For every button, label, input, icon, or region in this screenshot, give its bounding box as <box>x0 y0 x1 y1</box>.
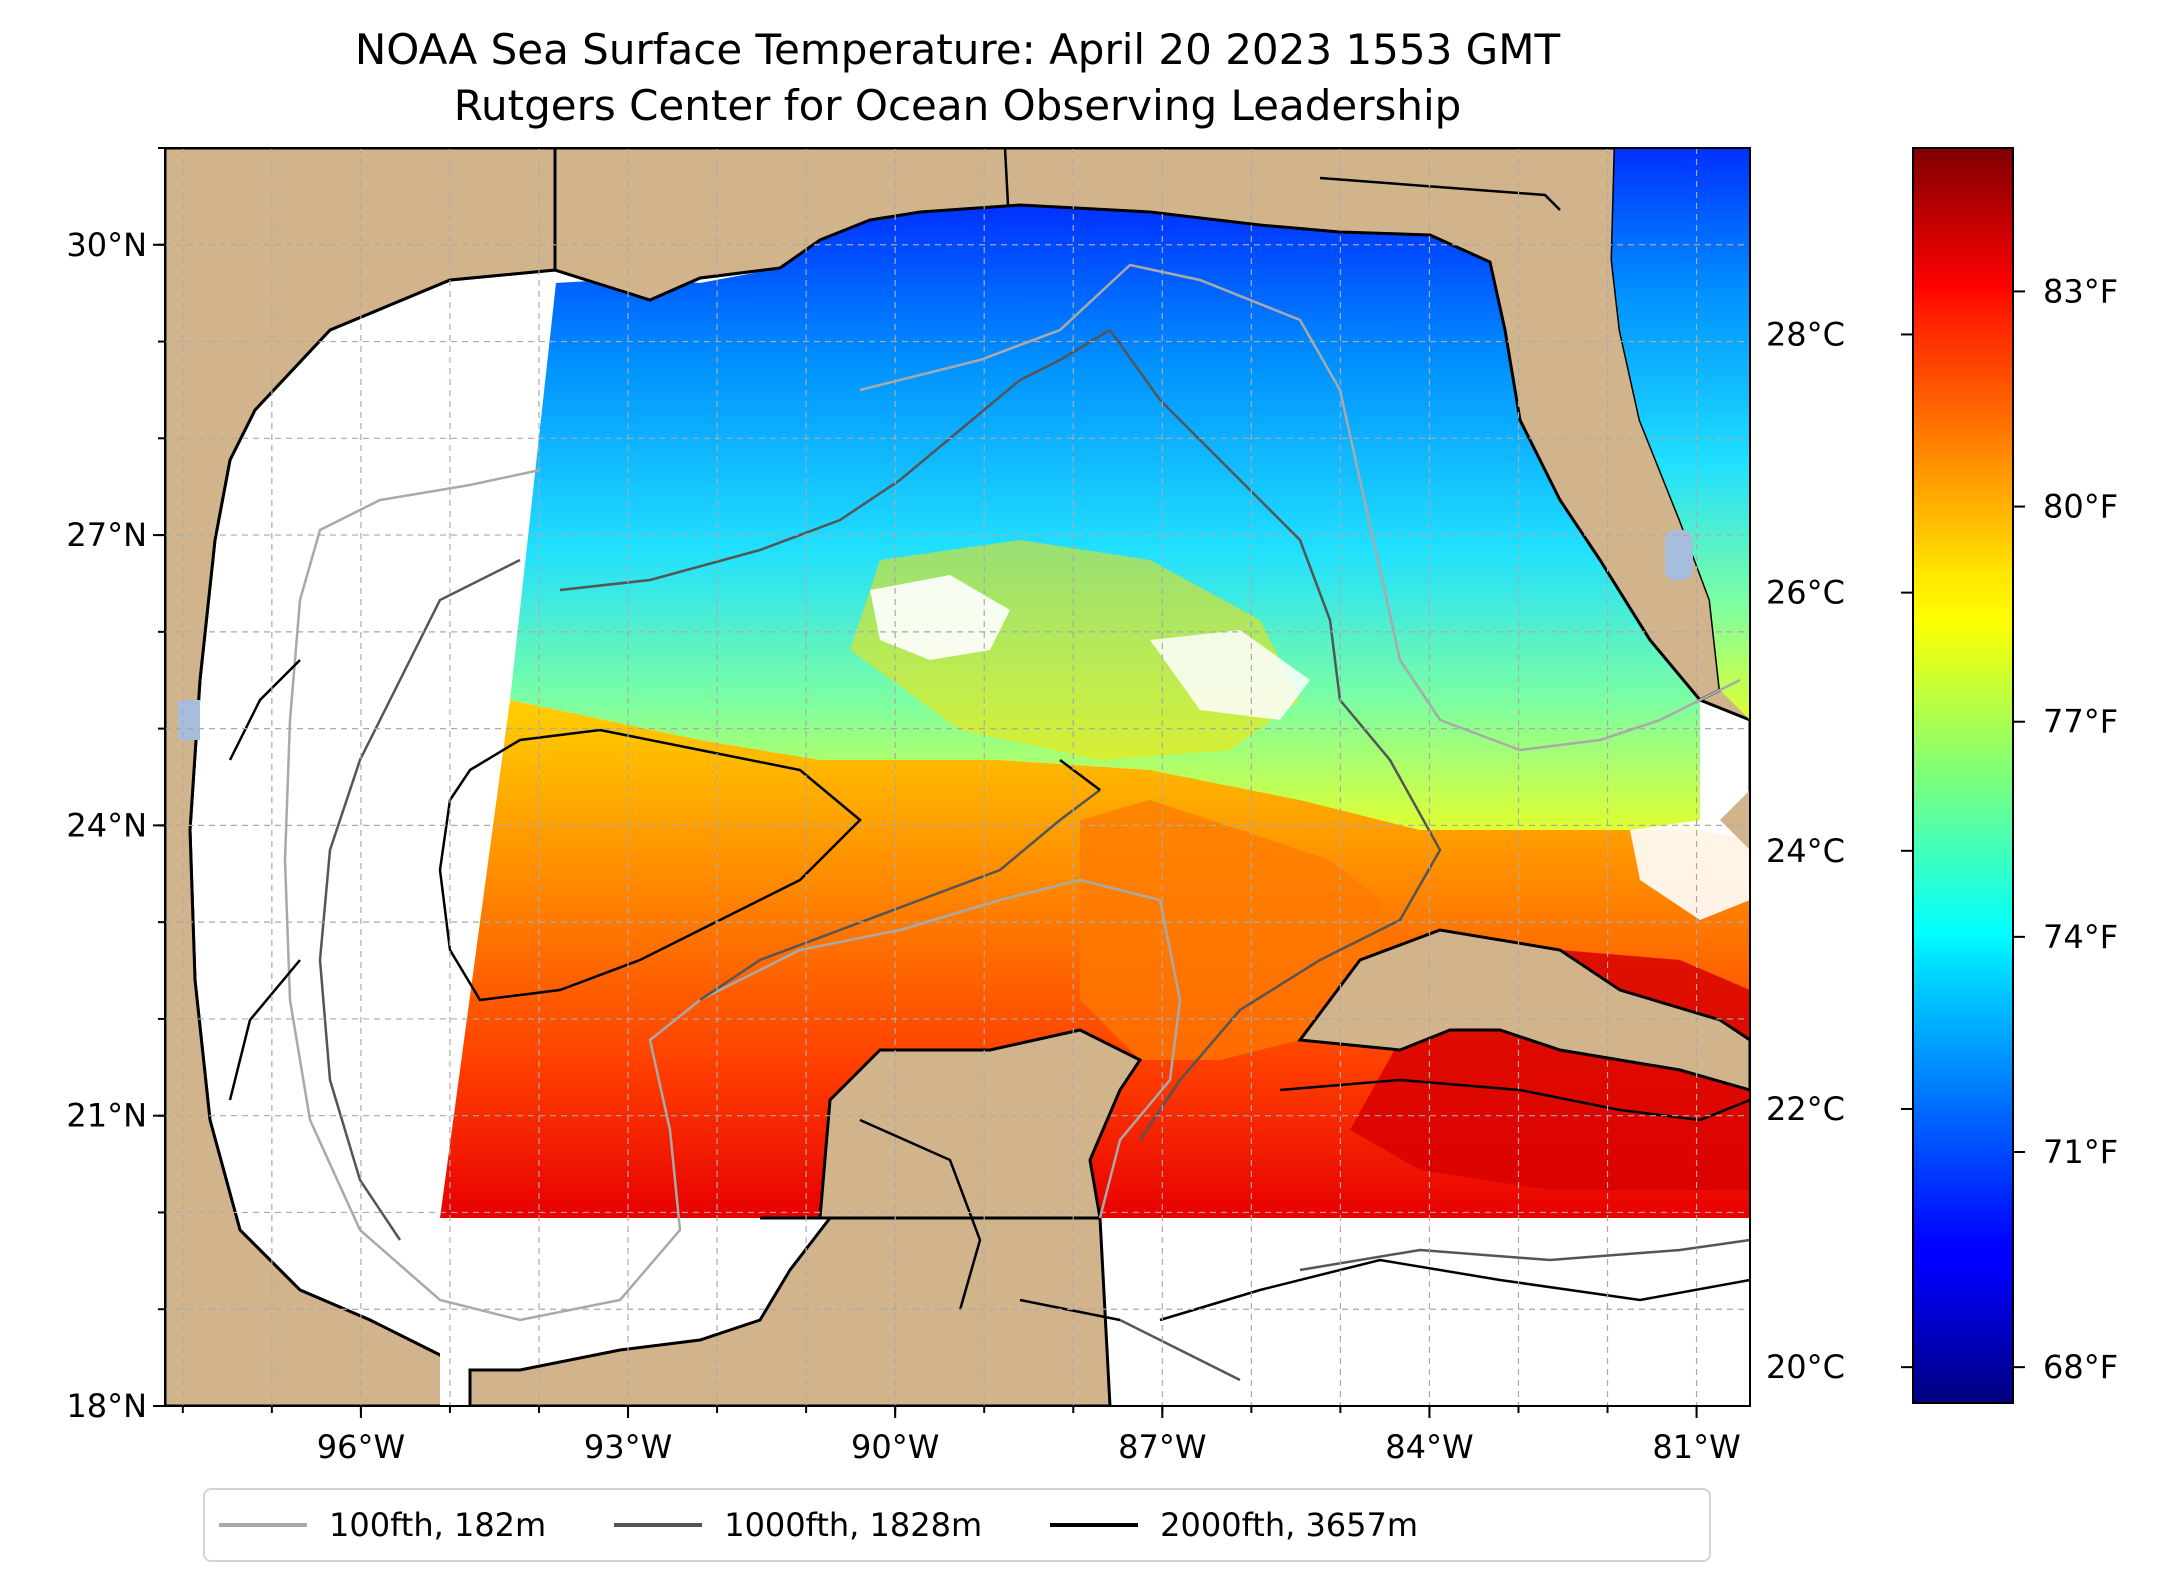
celsius-tick-label: 24°C <box>1766 832 1845 870</box>
map-content <box>165 148 1750 1406</box>
title-line-1: NOAA Sea Surface Temperature: April 20 2… <box>354 25 1561 74</box>
lake-texas-coast <box>178 700 200 740</box>
isobath-1000fth <box>318 328 1442 1241</box>
lat-tick-label: 27°N <box>66 516 147 554</box>
legend-line-swatch <box>1050 1523 1139 1527</box>
land-florida-keys-bahamas <box>1720 790 1750 850</box>
sst-atlantic-strip <box>1612 148 1750 720</box>
legend-label: 2000fth, 3657m <box>1160 1506 1419 1544</box>
cloud-patch-central <box>870 575 1010 660</box>
lon-tick-label: 81°W <box>1652 1428 1740 1466</box>
colorbar-ticks: 68°F 71°F 74°F 77°F 80°F 83°F 20°C 22°C 24°C 26°C… <box>1766 272 2118 1386</box>
lon-tick-label: 87°W <box>1118 1428 1206 1466</box>
political-borders <box>228 148 1561 1322</box>
cloud-patch-florida-strait <box>1630 820 1750 920</box>
loop-current-orange <box>1080 800 1380 1060</box>
fahrenheit-tick-label: 80°F <box>2043 488 2118 526</box>
map-title: NOAA Sea Surface Temperature: April 20 2… <box>165 22 1750 134</box>
lat-tick-label: 18°N <box>66 1387 147 1425</box>
legend-line-swatch <box>614 1523 703 1527</box>
land-cuba <box>1297 928 1750 1092</box>
land-central-america <box>468 1216 1112 1406</box>
lat-tick-label: 21°N <box>66 1097 147 1135</box>
legend-item: 2000fth, 3657m <box>1050 1506 1418 1544</box>
fahrenheit-tick-label: 71°F <box>2043 1133 2118 1171</box>
map-axes-frame <box>164 147 1751 1407</box>
celsius-tick-label: 22°C <box>1766 1090 1845 1128</box>
legend-line-swatch <box>219 1523 307 1527</box>
celsius-tick-label: 20°C <box>1766 1348 1845 1386</box>
isobath-2000fth <box>438 728 1750 1322</box>
title-line-2: Rutgers Center for Ocean Observing Leade… <box>453 81 1462 130</box>
lake-okeechobee <box>1665 530 1693 580</box>
lon-tick-label: 90°W <box>851 1428 939 1466</box>
legend-label: 100fth, 182m <box>329 1506 547 1544</box>
isobath-legend: 100fth, 182m 1000fth, 1828m 2000fth, 3657m <box>203 1488 1711 1562</box>
legend-label: 1000fth, 1828m <box>724 1506 983 1544</box>
cloud-patch-east <box>1150 630 1310 720</box>
lon-tick-label: 93°W <box>584 1428 672 1466</box>
fahrenheit-tick-label: 74°F <box>2043 918 2118 956</box>
map-gridlines <box>165 148 1750 1406</box>
isobath-100fth <box>283 263 1741 1322</box>
sst-northern-band <box>510 205 1700 830</box>
fahrenheit-tick-label: 83°F <box>2043 272 2118 310</box>
lat-tick-label: 30°N <box>66 226 147 264</box>
lat-tick-label: 24°N <box>66 806 147 844</box>
colorbar <box>1912 147 2014 1404</box>
celsius-tick-label: 28°C <box>1766 315 1845 353</box>
fahrenheit-tick-label: 77°F <box>2043 703 2118 741</box>
fahrenheit-tick-label: 68°F <box>2043 1348 2118 1386</box>
legend-item: 100fth, 182m <box>219 1506 546 1544</box>
lon-tick-label: 96°W <box>317 1428 405 1466</box>
lon-tick-label: 84°W <box>1385 1428 1473 1466</box>
legend-item: 1000fth, 1828m <box>614 1506 982 1544</box>
map-axis-ticks: 96°W 93°W 90°W 87°W 84°W 81°W 18°N 21°N 24°N 27°N… <box>66 147 1741 1466</box>
isobath-south-detail <box>1119 1238 1750 1382</box>
celsius-tick-label: 26°C <box>1766 574 1845 612</box>
